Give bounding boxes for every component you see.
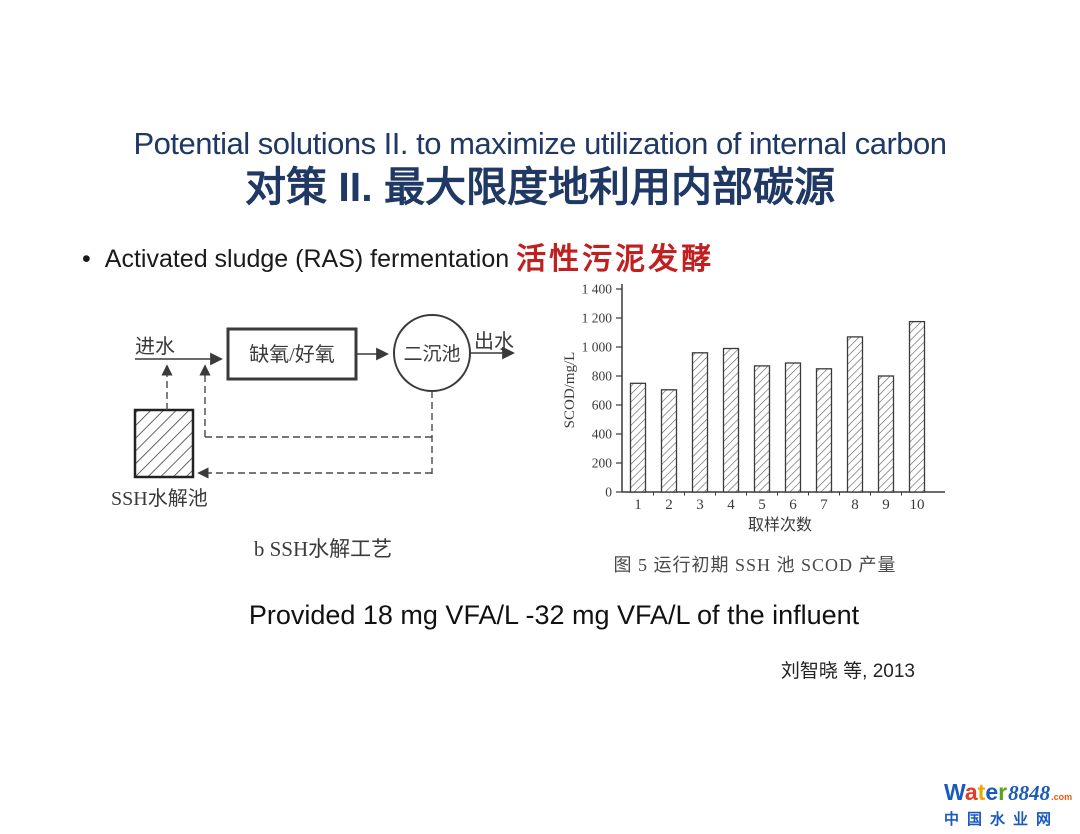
x-tick-label: 9 bbox=[882, 497, 890, 513]
bar-sample-10 bbox=[908, 320, 926, 493]
x-tick-label: 7 bbox=[820, 497, 828, 513]
bar-sample-5 bbox=[753, 365, 771, 493]
clarifier-label: 二沉池 bbox=[403, 343, 460, 365]
y-tick-label: 1 200 bbox=[582, 311, 613, 326]
hydrolysis-tank-box bbox=[133, 408, 195, 479]
logo-letter: e bbox=[985, 779, 999, 805]
logo-word-water: Water bbox=[944, 779, 1007, 806]
x-tick-label: 5 bbox=[758, 497, 766, 513]
chart-plot-area: 1 2 3 4 5 6 7 8 9 10 0 200 400 600 800 1 000 1 200 1 400 bbox=[582, 282, 926, 513]
bar-sample-2 bbox=[660, 389, 678, 493]
logo-wordmark: Water 8848 .com bbox=[944, 779, 1074, 806]
bar-sample-1 bbox=[629, 382, 647, 493]
logo-letter: W bbox=[944, 779, 965, 805]
slide-title-chinese: 对策 II. 最大限度地利用内部碳源 bbox=[245, 164, 835, 210]
y-tick-label: 400 bbox=[592, 427, 613, 442]
y-axis-label: SCOD/mg/L bbox=[562, 352, 578, 429]
y-tick-label: 800 bbox=[592, 369, 613, 384]
provided-vfa-statement: Provided 18 mg VFA/L -32 mg VFA/L of the… bbox=[248, 600, 860, 630]
x-tick-label: 4 bbox=[727, 497, 735, 513]
chart-figure-caption: 图 5 运行初期 SSH 池 SCOD 产量 bbox=[613, 555, 897, 575]
influent-label: 进水 bbox=[135, 335, 175, 358]
scod-bar-chart: SCOD/mg/L 取样次数 1 2 3 4 5 6 7 8 9 1002004006008001… bbox=[562, 282, 945, 534]
x-tick-label: 10 bbox=[910, 497, 925, 513]
logo-subtitle-chinese: 中国水业网 bbox=[944, 811, 1060, 828]
diagram-caption: b SSH水解工艺 bbox=[254, 537, 392, 561]
x-tick-label: 6 bbox=[789, 497, 797, 513]
reactor-label: 缺氧/好氧 bbox=[249, 343, 335, 366]
bar-sample-7 bbox=[815, 368, 833, 493]
bar-sample-6 bbox=[784, 362, 802, 493]
y-tick-label: 0 bbox=[605, 485, 612, 500]
process-flow-diagram: 进水 缺氧/好氧 二沉池 出水 SSH水解池 b SSH水解工艺 bbox=[111, 314, 515, 561]
x-tick-label: 1 bbox=[634, 497, 642, 513]
x-tick-label: 8 bbox=[851, 497, 859, 513]
logo-number-8848: 8848 bbox=[1008, 781, 1051, 805]
bar-sample-8 bbox=[846, 336, 864, 493]
bullet-marker: • bbox=[82, 245, 91, 273]
logo-letter: t bbox=[977, 779, 986, 805]
x-tick-label: 3 bbox=[696, 497, 704, 513]
bullet-text-chinese: 活性污泥发酵 bbox=[516, 243, 715, 276]
y-tick-label: 1 000 bbox=[582, 340, 613, 355]
y-tick-label: 1 400 bbox=[582, 282, 613, 297]
bullet-line: • Activated sludge (RAS) fermentation 活性污… bbox=[82, 234, 982, 278]
water8848-logo: Water 8848 .com 中国水业网 bbox=[944, 779, 1074, 829]
y-tick-label: 600 bbox=[592, 398, 613, 413]
logo-tld-com: .com bbox=[1051, 792, 1073, 802]
logo-letter: r bbox=[998, 779, 1008, 805]
bar-sample-3 bbox=[691, 352, 709, 493]
citation: 刘智晓 等, 2013 bbox=[780, 661, 915, 682]
bar-sample-4 bbox=[722, 347, 740, 493]
bar-sample-9 bbox=[877, 375, 895, 493]
slide-title-english: Potential solutions II. to maximize util… bbox=[133, 126, 947, 161]
hydrolysis-tank-label: SSH水解池 bbox=[111, 487, 208, 510]
x-tick-label: 2 bbox=[665, 497, 673, 513]
y-tick-label: 200 bbox=[592, 456, 613, 471]
logo-letter: a bbox=[964, 779, 978, 805]
x-axis-label: 取样次数 bbox=[748, 516, 812, 534]
bullet-text-english: Activated sludge (RAS) fermentation bbox=[104, 245, 510, 273]
effluent-label: 出水 bbox=[474, 330, 514, 353]
